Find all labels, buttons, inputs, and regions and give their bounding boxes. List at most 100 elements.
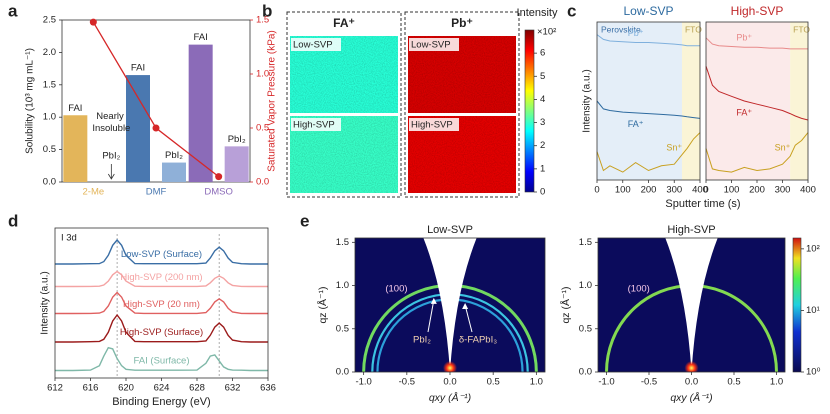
series-label: High-SVP (20 nm) (123, 299, 200, 310)
x-tick-label: 200 (749, 185, 765, 196)
arrow (107, 164, 115, 180)
y-axis-label: Intensity (a.u.) (582, 69, 593, 132)
x-axis-label: Binding Energy (eV) (112, 396, 210, 408)
y-tick-label: 0.5 (256, 123, 269, 134)
x-tick-label: 2-Me (83, 187, 105, 198)
series-label: Sn⁺ (666, 143, 682, 153)
x-tick-label: 0 (703, 185, 708, 196)
plot-title: High-SVP (667, 224, 715, 236)
y-tick-label: 1.0 (256, 69, 269, 80)
annotation-arrow (427, 299, 435, 333)
y-axis-label: Solubility (10³ mg mL⁻¹) (25, 48, 36, 154)
specular-spot (684, 361, 699, 372)
colorbar-tick-label: 4 (540, 94, 545, 105)
ring-label: (100) (385, 284, 407, 295)
bar-label: PbI₂ (165, 150, 183, 161)
line (55, 313, 268, 343)
panel-letter: d (8, 211, 18, 230)
y-tick-label: 1.5 (336, 237, 349, 248)
x-tick-label: 620 (118, 383, 134, 394)
y-tick-label: 1.5 (256, 15, 269, 26)
y-tick-label: 2.5 (43, 15, 56, 26)
series-label: Pb⁺ (736, 33, 752, 43)
row-label-bg (291, 38, 341, 51)
x-tick-label: -1.0 (598, 377, 614, 388)
series-label: High-SVP (Surface) (120, 327, 203, 338)
line (705, 37, 808, 50)
x-tick-label: 400 (692, 185, 708, 196)
plot-title: Low-SVP (427, 224, 473, 236)
y-tick-label: 1.5 (43, 79, 56, 90)
missing-wedge (423, 238, 477, 372)
x-tick-label: DMSO (204, 187, 233, 198)
y-tick-label: 0.0 (256, 177, 269, 188)
series-label: FAI (Surface) (134, 356, 190, 367)
annotation-arrowhead (462, 302, 469, 309)
colorbar-tick-label: 10² (806, 243, 820, 254)
ring-label: (100) (628, 284, 650, 295)
ring-label: PbI₂ (413, 335, 431, 346)
series-label: High-SVP (200 nm) (120, 272, 202, 283)
plot-title: I 3d (61, 233, 77, 244)
annotation-arrow (464, 304, 473, 333)
annotation-arrowhead (430, 297, 437, 304)
x-tick-label: 1.0 (530, 377, 543, 388)
colorbar-tick-label: 10⁰ (806, 367, 821, 378)
row-label-bg (409, 118, 459, 131)
bar-label: PbI₂ (102, 151, 120, 162)
region-label: FTO (793, 24, 810, 34)
panel-letter: b (262, 1, 272, 20)
y-tick-label: 1.0 (43, 112, 56, 123)
x-axis-label: qxy (Å⁻¹) (429, 391, 471, 404)
y-tick-label: 0.5 (336, 323, 349, 334)
y-tick-label: 0.0 (336, 367, 349, 378)
column-box (286, 11, 402, 198)
row-label-bg (409, 38, 459, 51)
line (55, 346, 268, 372)
x-tick-label: -0.5 (641, 377, 657, 388)
line-point (152, 124, 160, 132)
line-point (89, 18, 97, 26)
line (705, 66, 809, 121)
bar (126, 75, 150, 182)
y-tick-label: 1.0 (336, 280, 349, 291)
x-tick-label: 0.0 (685, 377, 698, 388)
x-tick-label: 0.5 (727, 377, 740, 388)
x-tick-label: 100 (724, 185, 740, 196)
colorbar-tick-label: 6 (540, 48, 545, 59)
subplot-title: Low-SVP (623, 4, 673, 18)
x-tick-label: DMF (146, 187, 167, 198)
column-title: Pb⁺ (451, 16, 473, 30)
bar-label: FAI (131, 63, 145, 74)
colorbar-tick-label: 3 (540, 117, 545, 128)
region-label: FTO (685, 24, 702, 34)
plot-frame (61, 19, 251, 183)
subplot-title: High-SVP (731, 4, 784, 18)
region (681, 22, 700, 180)
x-tick-label: 300 (775, 185, 791, 196)
panel-letter: a (8, 1, 18, 20)
x-tick-label: 628 (189, 383, 205, 394)
colorbar-tick-label: 5 (540, 71, 545, 82)
line (55, 270, 268, 288)
x-tick-label: 0.0 (443, 377, 456, 388)
y-axis-label: qz (Å⁻¹) (316, 286, 329, 323)
line (596, 132, 701, 173)
image (355, 238, 545, 372)
x-tick-label: 632 (225, 383, 241, 394)
y-tick-label: 0.5 (43, 144, 56, 155)
line (55, 291, 268, 315)
x-tick-label: 616 (83, 383, 99, 394)
x-axis-label: Sputter time (s) (665, 198, 740, 210)
y-axis-label: Intensity (a.u.) (40, 271, 51, 334)
colorbar-tick-label: 0 (540, 187, 545, 198)
row-label: Low-SVP (411, 40, 451, 51)
x-tick-label: 0.5 (487, 377, 500, 388)
x-axis-label: qxy (Å⁻¹) (670, 391, 712, 404)
colorbar-tick-label: 2 (540, 140, 545, 151)
series-label: Low-SVP (Surface) (121, 249, 202, 260)
bar-label: PbI₂ (228, 134, 246, 145)
colorbar-tick-label: 1 (540, 163, 545, 174)
x-tick-label: -1.0 (355, 377, 371, 388)
x-tick-label: 400 (800, 185, 816, 196)
